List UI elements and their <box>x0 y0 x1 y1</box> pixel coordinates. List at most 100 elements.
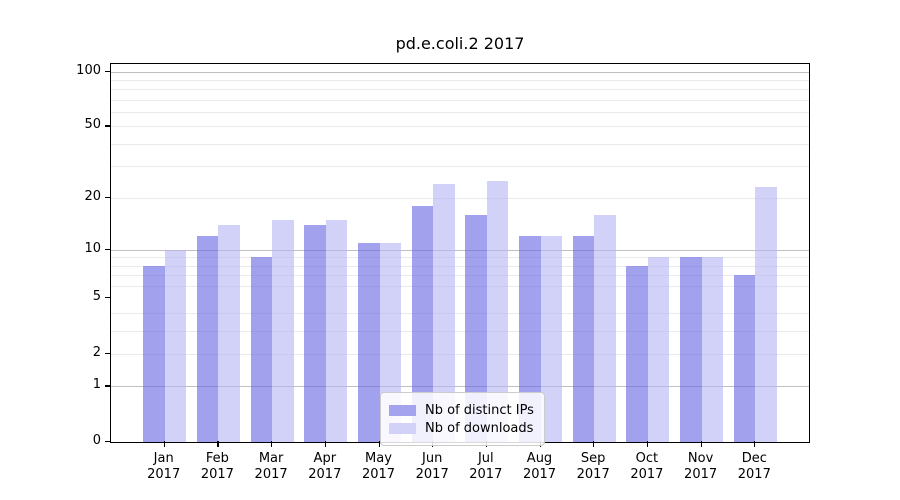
x-tick-mark-sep <box>593 441 595 447</box>
x-tick-year: 2017 <box>308 467 342 482</box>
y-tick-label-2: 2 <box>92 344 101 360</box>
legend-swatch-distinct-ips <box>389 404 416 416</box>
x-tick-mark-jan <box>163 441 165 447</box>
y-tick-label-50: 50 <box>84 117 101 133</box>
y-tick-label-0: 0 <box>92 433 101 448</box>
y-tick-label-1: 1 <box>92 377 101 393</box>
x-tick-mark-may <box>378 441 380 447</box>
bar-ips-oct <box>626 265 648 442</box>
bar-ips-mar <box>250 257 273 442</box>
y-tick-label-5: 5 <box>92 289 101 305</box>
y-tick-label-20: 20 <box>84 188 101 204</box>
x-tick-year: 2017 <box>630 467 664 482</box>
bar-ips-jan <box>143 265 165 442</box>
bar-downloads-mar <box>272 219 294 442</box>
bar-downloads-apr <box>325 219 348 442</box>
gridline-minor-8 <box>111 265 809 267</box>
bar-downloads-jul <box>486 180 509 442</box>
bar-ips-jun <box>411 205 434 442</box>
x-tick-month: Apr <box>313 451 337 466</box>
plot-area <box>110 63 810 443</box>
y-tick-mark-0 <box>105 441 110 443</box>
y-tick-label-10: 10 <box>84 240 101 256</box>
gridline-minor-3 <box>111 330 809 332</box>
gridline-minor-2 <box>111 353 809 355</box>
x-tick-year: 2017 <box>254 467 288 482</box>
gridline-minor-60 <box>111 112 809 113</box>
x-tick-label-oct: Oct 2017 <box>617 451 677 483</box>
x-tick-mark-mar <box>271 441 273 447</box>
y-tick-mark-2 <box>105 352 110 354</box>
y-tick-mark-5 <box>105 297 110 299</box>
x-tick-label-apr: Apr 2017 <box>295 451 355 483</box>
x-tick-year: 2017 <box>361 467 396 482</box>
legend-label-downloads: Nb of downloads <box>425 420 534 436</box>
x-tick-label-jan: Jan 2017 <box>134 451 194 483</box>
x-tick-month: Nov <box>687 451 714 466</box>
bar-ips-jul <box>465 214 487 442</box>
x-tick-label-mar: Mar 2017 <box>241 451 301 483</box>
x-tick-mark-dec <box>754 441 756 447</box>
bar-ips-dec <box>733 275 756 442</box>
x-tick-label-aug: Aug 2017 <box>510 451 570 483</box>
y-tick-mark-50 <box>105 125 110 127</box>
x-tick-month: Sep <box>580 451 606 466</box>
gridline-minor-7 <box>111 275 809 277</box>
gridline-major-100 <box>111 71 809 73</box>
bar-downloads-feb <box>218 224 240 442</box>
bar-ips-feb <box>196 236 219 442</box>
bar-downloads-oct <box>647 257 670 442</box>
x-tick-month: Oct <box>635 451 659 466</box>
gridline-minor-9 <box>111 257 809 259</box>
legend-item-distinct-ips: Nb of distinct IPs <box>389 402 534 418</box>
x-tick-year: 2017 <box>522 467 557 482</box>
x-tick-year: 2017 <box>200 467 234 482</box>
gridline-minor-90 <box>111 79 809 81</box>
gridline-major-1 <box>111 386 809 388</box>
x-tick-year: 2017 <box>147 467 181 482</box>
x-tick-month: May <box>365 451 392 466</box>
y-tick-label-100: 100 <box>76 62 101 78</box>
x-tick-mark-apr <box>324 441 326 447</box>
chart-title: pd.e.coli.2 2017 <box>395 34 525 53</box>
bar-downloads-jun <box>433 183 455 442</box>
x-tick-label-jun: Jun 2017 <box>402 451 462 483</box>
x-tick-label-feb: Feb 2017 <box>187 451 247 483</box>
bar-downloads-aug <box>540 236 562 442</box>
x-tick-label-sep: Sep 2017 <box>563 451 623 483</box>
bar-ips-sep <box>572 236 595 442</box>
x-tick-month: Jun <box>422 451 443 466</box>
bar-ips-nov <box>680 257 702 442</box>
legend-label-distinct-ips: Nb of distinct IPs <box>425 402 534 418</box>
bar-downloads-jan <box>164 249 187 442</box>
x-tick-label-dec: Dec 2017 <box>724 451 784 483</box>
x-tick-month: Dec <box>741 451 767 466</box>
x-tick-label-may: May 2017 <box>349 451 409 483</box>
gridline-minor-70 <box>111 99 809 101</box>
x-tick-year: 2017 <box>469 467 503 482</box>
gridline-minor-20 <box>111 197 809 199</box>
x-tick-label-nov: Nov 2017 <box>671 451 731 483</box>
y-tick-mark-10 <box>105 248 110 250</box>
x-tick-label-jul: Jul 2017 <box>456 451 516 483</box>
bar-downloads-sep <box>594 214 616 442</box>
y-tick-mark-100 <box>105 70 110 72</box>
x-tick-month: Jul <box>477 451 494 466</box>
x-tick-mark-nov <box>700 441 702 447</box>
gridline-minor-30 <box>111 166 809 168</box>
x-tick-mark-feb <box>217 441 219 447</box>
y-tick-mark-1 <box>105 385 110 387</box>
x-tick-month: Aug <box>526 451 553 466</box>
bar-ips-apr <box>304 224 326 442</box>
x-tick-year: 2017 <box>415 467 449 482</box>
bar-downloads-nov <box>701 257 724 442</box>
x-tick-month: Feb <box>205 451 229 466</box>
gridline-major-10 <box>111 249 809 251</box>
gridline-minor-50 <box>111 126 809 128</box>
x-tick-year: 2017 <box>576 467 610 482</box>
gridline-minor-80 <box>111 89 809 91</box>
x-tick-year: 2017 <box>684 467 718 482</box>
x-tick-mark-oct <box>646 441 649 447</box>
x-tick-month: Mar <box>258 451 284 466</box>
gridline-minor-6 <box>111 285 809 287</box>
